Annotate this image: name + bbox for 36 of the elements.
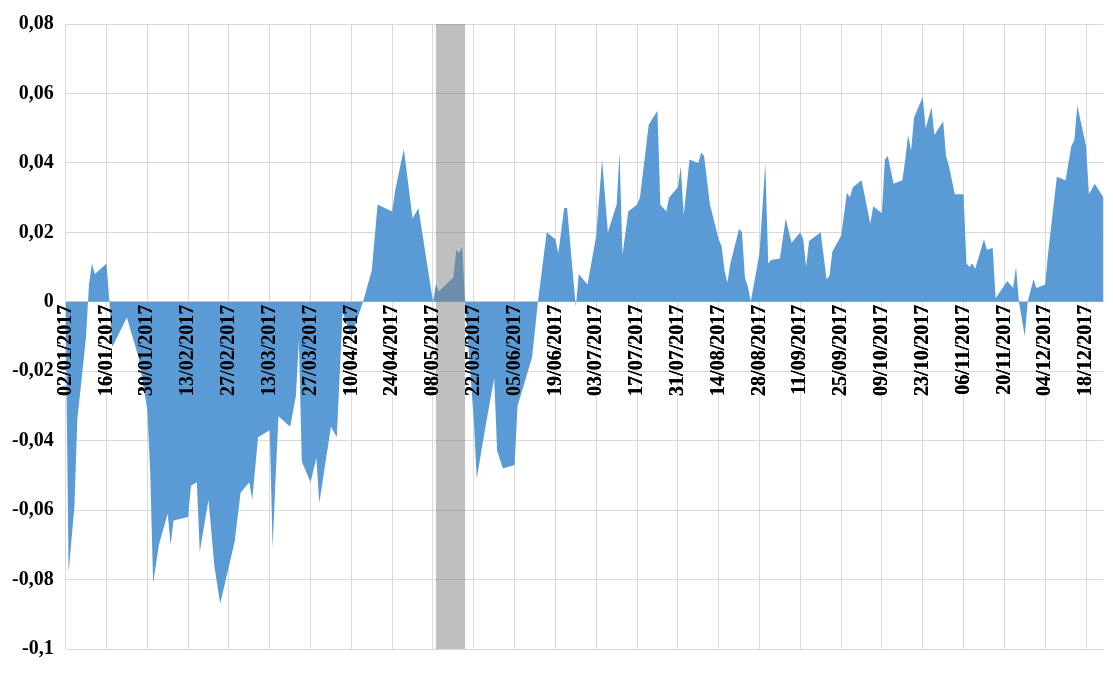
x-tick-label: 05/06/2017	[501, 304, 524, 396]
y-tick-label: 0,04	[18, 150, 54, 173]
y-tick-label: -0,06	[11, 497, 54, 520]
x-tick-label: 04/12/2017	[1032, 304, 1055, 396]
x-tick-label: 30/01/2017	[134, 304, 157, 396]
x-tick-label: 06/11/2017	[950, 304, 973, 395]
x-tick-label: 31/07/2017	[665, 304, 688, 396]
y-tick-label: -0,1	[21, 636, 54, 659]
x-tick-label: 27/03/2017	[297, 304, 320, 396]
x-tick-label: 24/04/2017	[379, 304, 402, 396]
x-tick-label: 17/07/2017	[624, 304, 647, 396]
x-tick-label: 22/05/2017	[460, 304, 483, 396]
y-tick-label: 0	[43, 288, 54, 311]
x-tick-label: 18/12/2017	[1073, 304, 1096, 396]
x-tick-label: 11/09/2017	[787, 304, 810, 395]
y-tick-label: 0,08	[18, 11, 54, 34]
x-tick-label: 08/05/2017	[420, 304, 443, 396]
x-tick-label: 13/02/2017	[175, 304, 198, 396]
x-tick-label: 09/10/2017	[869, 304, 892, 396]
x-tick-label: 14/08/2017	[705, 304, 728, 396]
y-tick-label: 0,02	[18, 219, 54, 242]
x-tick-label: 16/01/2017	[93, 304, 116, 396]
x-tick-label: 28/08/2017	[746, 304, 769, 396]
x-tick-label: 19/06/2017	[542, 304, 565, 396]
x-tick-label: 03/07/2017	[583, 304, 606, 396]
x-tick-label: 20/11/2017	[991, 304, 1014, 395]
y-tick-label: -0,02	[11, 358, 54, 381]
x-tick-label: 02/01/2017	[52, 304, 75, 396]
x-tick-label: 27/02/2017	[216, 304, 239, 396]
y-tick-label: 0,06	[18, 80, 54, 103]
y-tick-label: -0,08	[11, 566, 54, 589]
y-tick-label: -0,04	[11, 427, 54, 450]
x-tick-label: 13/03/2017	[256, 304, 279, 396]
x-tick-label: 23/10/2017	[909, 304, 932, 396]
x-tick-label: 10/04/2017	[338, 304, 361, 396]
x-tick-label: 25/09/2017	[828, 304, 851, 396]
